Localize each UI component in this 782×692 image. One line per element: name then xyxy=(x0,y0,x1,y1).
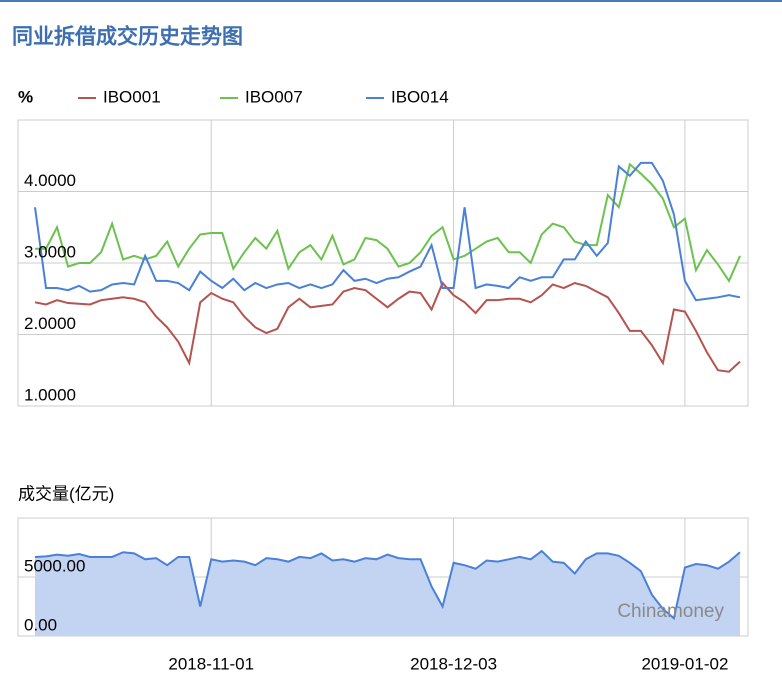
x-tick-label: 2018-12-03 xyxy=(410,654,497,673)
line-series xyxy=(35,162,741,283)
legend-label: IBO001 xyxy=(103,87,161,106)
line-series xyxy=(34,161,741,302)
watermark: Chinamoney xyxy=(617,601,724,622)
area-line xyxy=(34,549,741,621)
legend-label: IBO014 xyxy=(391,87,449,106)
y-tick-label: 3.0000 xyxy=(24,242,76,261)
y-tick-label: 2.0000 xyxy=(24,314,76,333)
chart-title: 成交量(亿元) xyxy=(18,484,114,503)
y-tick-label: 0.00 xyxy=(24,615,57,634)
area-fill xyxy=(35,551,740,636)
y-axis-label: % xyxy=(18,87,33,106)
y-tick-label: 4.0000 xyxy=(24,171,76,190)
y-tick-label: 1.0000 xyxy=(24,385,76,404)
x-tick-label: 2018-11-01 xyxy=(168,654,254,673)
y-tick-label: 5000.00 xyxy=(24,556,85,575)
page-title: 同业拆借成交历史走势图 xyxy=(12,24,243,49)
line-series xyxy=(34,281,741,373)
x-tick-label: 2019-01-02 xyxy=(641,654,728,673)
legend-label: IBO007 xyxy=(245,87,303,106)
